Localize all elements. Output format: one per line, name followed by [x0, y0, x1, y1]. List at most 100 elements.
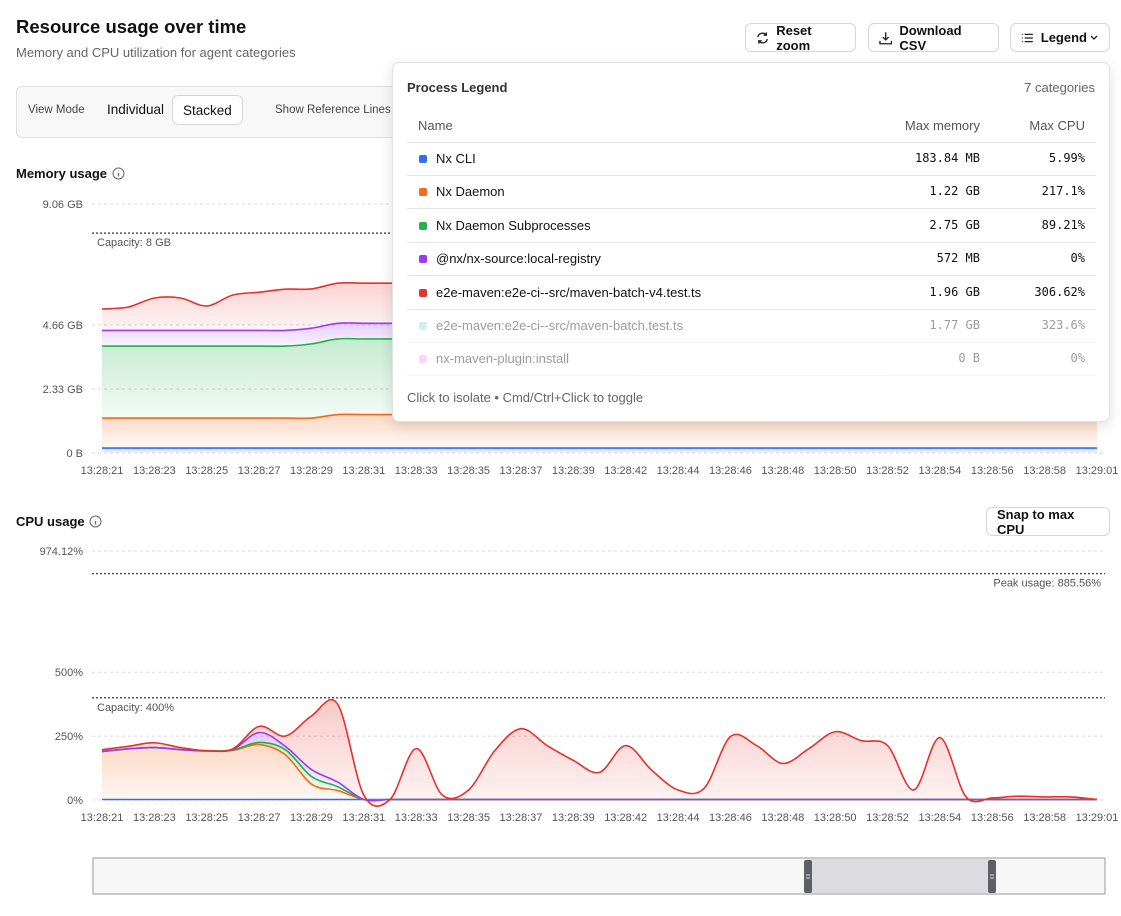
- max-cpu: 217.1%: [1041, 184, 1085, 199]
- x-tick-label: 13:28:46: [709, 812, 752, 824]
- legend-row[interactable]: Nx Daemon Subprocesses 2.75 GB 89.21%: [407, 209, 1096, 243]
- page-subtitle: Memory and CPU utilization for agent cat…: [16, 45, 296, 60]
- area: [102, 744, 1097, 801]
- x-tick-label: 13:28:37: [500, 465, 543, 477]
- reference-label: Capacity: 400%: [97, 702, 174, 714]
- button-label: Legend: [1040, 30, 1087, 45]
- table-header: Name Max memory Max CPU: [407, 109, 1096, 143]
- max-memory: 1.96 GB: [929, 284, 980, 299]
- legend-swatch: [419, 188, 427, 197]
- view-mode-label: View Mode: [28, 104, 85, 116]
- max-cpu: 0%: [1070, 351, 1085, 366]
- x-tick-label: 13:28:58: [1023, 812, 1066, 824]
- max-memory: 1.22 GB: [929, 184, 980, 199]
- x-tick-label: 13:28:21: [81, 812, 124, 824]
- legend-row[interactable]: Nx Daemon 1.22 GB 217.1%: [407, 175, 1096, 210]
- area: [102, 742, 1097, 801]
- y-tick-label: 250%: [55, 731, 83, 743]
- info-icon[interactable]: [89, 515, 102, 528]
- view-mode-option[interactable]: Individual: [107, 102, 165, 117]
- column-header: Max CPU: [1029, 118, 1085, 133]
- legend-name: e2e-maven:e2e-ci--src/maven-batch.test.t…: [436, 318, 684, 333]
- legend-row[interactable]: Nx CLI 183.84 MB 5.99%: [407, 142, 1096, 176]
- x-tick-label: 13:28:31: [342, 812, 385, 824]
- reference-label: Capacity: 8 GB: [97, 237, 171, 249]
- legend-swatch: [419, 355, 427, 364]
- column-header: Name: [418, 118, 453, 133]
- series-line: [101, 698, 1098, 807]
- legend-swatch: [419, 288, 427, 297]
- reset-zoom-button[interactable]: Reset zoom: [745, 23, 856, 53]
- area: [102, 699, 1097, 807]
- x-tick-label: 13:28:46: [709, 465, 752, 477]
- legend-name: Nx Daemon Subprocesses: [436, 217, 591, 233]
- x-tick-label: 13:28:42: [604, 465, 647, 477]
- max-memory: 1.77 GB: [929, 318, 980, 332]
- x-tick-label: 13:28:35: [447, 465, 490, 477]
- chart-title: CPU usage: [16, 514, 85, 529]
- range-selection[interactable]: [807, 859, 992, 893]
- reference-lines-label: Show Reference Lines: [275, 104, 391, 116]
- legend-row[interactable]: e2e-maven:e2e-ci--src/maven-batch-v4.tes…: [407, 276, 1096, 310]
- category-count: 7 categories: [1024, 80, 1095, 95]
- x-tick-label: 13:28:39: [552, 812, 595, 824]
- info-icon[interactable]: [112, 167, 125, 180]
- x-tick-label: 13:28:29: [290, 812, 333, 824]
- max-cpu: 5.99%: [1048, 151, 1085, 165]
- x-tick-label: 13:28:37: [500, 812, 543, 824]
- y-tick-label: 500%: [55, 667, 83, 679]
- x-tick-label: 13:28:50: [814, 812, 857, 824]
- legend-button[interactable]: Legend: [1010, 23, 1110, 52]
- max-cpu: 306.62%: [1034, 284, 1085, 299]
- x-tick-label: 13:28:35: [447, 812, 490, 824]
- reference-label: Peak usage: 885.56%: [993, 578, 1101, 590]
- max-cpu: 323.6%: [1041, 318, 1085, 332]
- x-tick-label: 13:28:52: [866, 465, 909, 477]
- x-tick-label: 13:28:27: [238, 465, 281, 477]
- legend-name: Nx Daemon: [436, 184, 505, 200]
- x-tick-label: 13:29:01: [1076, 812, 1119, 824]
- max-memory: 2.75 GB: [929, 217, 980, 232]
- area: [102, 448, 1097, 453]
- x-tick-label: 13:28:44: [657, 465, 700, 477]
- x-tick-label: 13:28:54: [918, 812, 961, 824]
- y-tick-label: 0 B: [66, 448, 83, 460]
- x-tick-label: 13:28:52: [866, 812, 909, 824]
- snap-button[interactable]: Snap to max CPU: [986, 506, 1110, 537]
- legend-swatch: [419, 155, 427, 163]
- y-tick-label: 0%: [67, 795, 83, 807]
- legend-hint: Click to isolate • Cmd/Ctrl+Click to tog…: [407, 390, 644, 405]
- x-tick-label: 13:28:29: [290, 465, 333, 477]
- legend-swatch: [419, 255, 427, 264]
- x-tick-label: 13:28:42: [604, 812, 647, 824]
- max-memory: 572 MB: [936, 251, 980, 266]
- max-memory: 0 B: [958, 351, 980, 366]
- max-cpu: 89.21%: [1041, 217, 1085, 232]
- legend-popup: Process Legend 7 categories Name Max mem…: [392, 62, 1110, 422]
- y-tick-label: 9.06 GB: [43, 199, 83, 211]
- range-handle[interactable]: [988, 860, 996, 893]
- legend-row[interactable]: nx-maven-plugin:install 0 B 0%: [407, 342, 1096, 377]
- page-title: Resource usage over time: [16, 16, 247, 37]
- y-tick-label: 2.33 GB: [43, 384, 83, 396]
- x-tick-label: 13:28:25: [185, 812, 228, 824]
- x-tick-label: 13:28:48: [761, 812, 804, 824]
- legend-swatch: [419, 322, 427, 330]
- button-label: Download CSV: [899, 22, 962, 53]
- y-tick-label: 974.12%: [40, 546, 84, 558]
- x-tick-label: 13:28:56: [971, 812, 1014, 824]
- range-handle[interactable]: [804, 860, 812, 893]
- legend-name: e2e-maven:e2e-ci--src/maven-batch-v4.tes…: [436, 284, 702, 300]
- view-mode-option[interactable]: Stacked: [172, 95, 243, 125]
- button-label: Snap to max CPU: [997, 506, 1075, 537]
- x-tick-label: 13:28:54: [918, 465, 961, 477]
- download-csv-button[interactable]: Download CSV: [868, 22, 999, 53]
- legend-row[interactable]: @nx/nx-source:local-registry 572 MB 0%: [407, 242, 1096, 277]
- x-tick-label: 13:29:01: [1076, 465, 1119, 477]
- legend-row[interactable]: e2e-maven:e2e-ci--src/maven-batch.test.t…: [407, 309, 1096, 343]
- x-tick-label: 13:28:23: [133, 812, 176, 824]
- x-tick-label: 13:28:44: [657, 812, 700, 824]
- legend-swatch: [419, 221, 427, 230]
- x-tick-label: 13:28:56: [971, 465, 1014, 477]
